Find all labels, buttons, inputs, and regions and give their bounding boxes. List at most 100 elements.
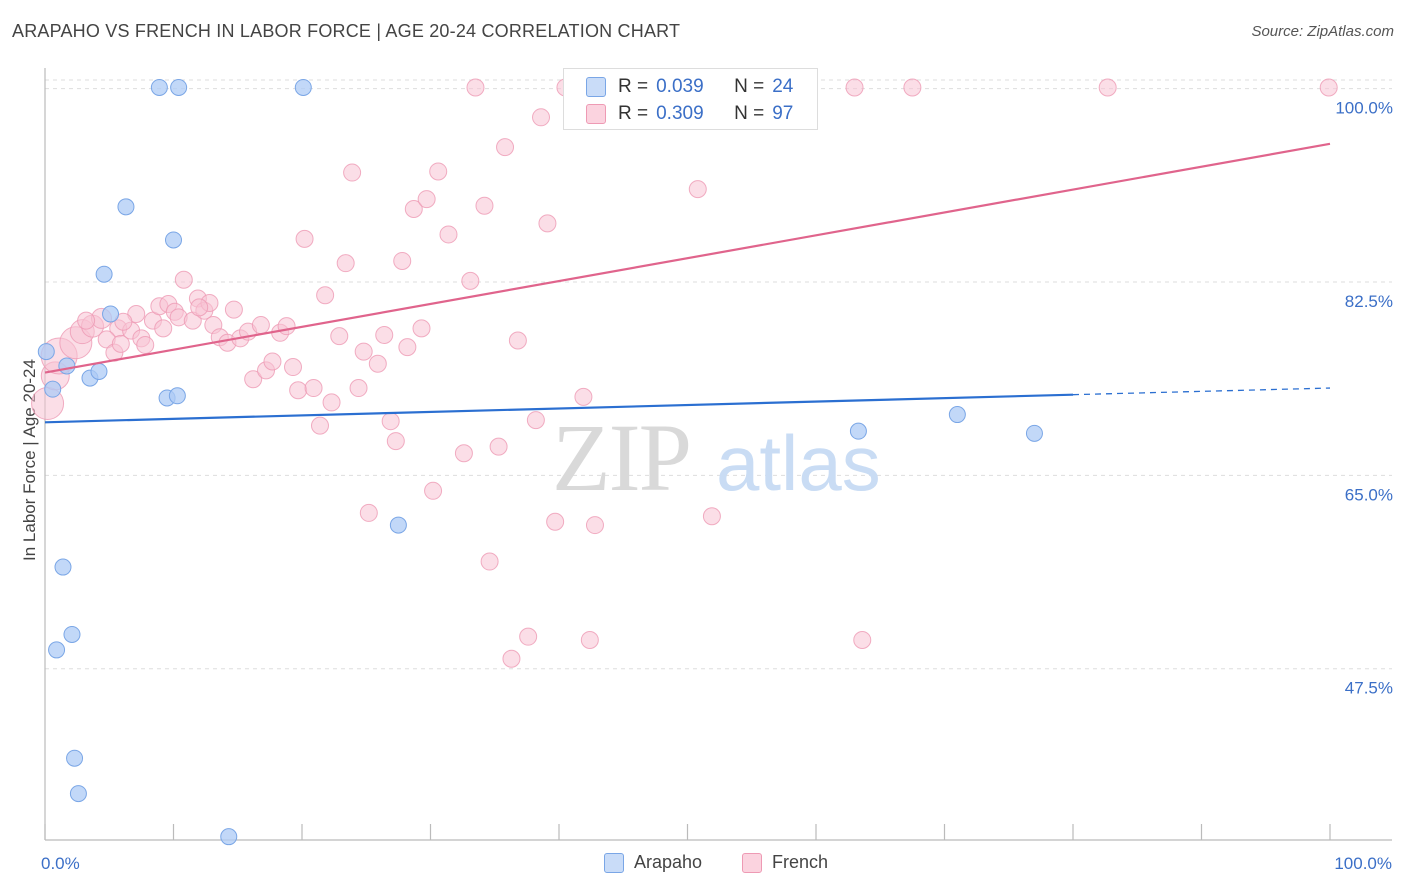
french-point [381,412,400,431]
french-point [489,437,508,456]
french-point [304,379,323,398]
arapaho-point [165,231,182,249]
arapaho-point [37,343,55,361]
y-tick-label: 65.0% [1345,485,1393,504]
french-point [496,138,515,157]
french-point [310,416,329,435]
french-point [375,325,394,344]
arapaho-point [44,380,62,398]
arapaho-point [168,387,186,405]
french-point [702,507,721,526]
french-point [475,196,494,215]
french-point [284,358,303,377]
french-point [224,300,243,319]
french-point [688,180,707,199]
arapaho-trend-extension [1072,387,1331,396]
legend-item-french: French [742,852,828,873]
arapaho-trend-line [44,393,1074,424]
n-label: N = [734,103,765,124]
arapaho-point [95,265,113,283]
arapaho-point [69,785,87,803]
r-value: 0.039 [656,76,704,97]
french-points [31,78,1338,668]
x-tick-label: 0.0% [41,854,80,873]
legend-label-arapaho: Arapaho [634,852,703,872]
arapaho-point [1025,424,1043,442]
french-point [585,516,604,535]
french-point [429,162,448,181]
arapaho-point [48,641,66,659]
french-point [359,503,378,522]
french-point [343,163,362,182]
arapaho-point [170,78,188,96]
stats-row-french: R = 0.309 N = 97 [586,101,793,127]
french-point [532,108,551,127]
y-tick-label: 82.5% [1345,292,1393,311]
arapaho-point [150,78,168,96]
french-point [1098,78,1117,97]
french-point [277,317,296,336]
french-point [903,78,922,97]
french-point [295,229,314,248]
source-label: Source: ZipAtlas.com [1251,23,1394,40]
arapaho-point [117,198,135,216]
french-point [454,444,473,463]
tick-labels: 100.0% 82.5% 65.0% 47.5% 0.0% 100.0% [41,99,1393,873]
french-point [538,214,557,233]
french-point [466,78,485,97]
french-point [526,411,545,430]
legend-label-french: French [772,852,829,872]
legend-item-arapaho: Arapaho [604,852,702,873]
french-point [190,298,209,317]
arapaho-point [102,305,120,323]
bottom-legend: Arapaho French [0,852,1406,878]
french-point [154,319,173,338]
french-point [322,393,341,412]
arapaho-point [58,357,76,375]
r-label: R = [618,76,649,97]
chart-title: ARAPAHO VS FRENCH IN LABOR FORCE | AGE 2… [12,21,681,41]
watermark-zip: ZIP [552,404,690,511]
french-swatch [586,104,606,124]
french-point [502,649,521,668]
axes [44,68,1392,841]
stats-legend: R = 0.039 N = 24 R = 0.309 N = 97 [563,68,818,130]
r-value: 0.309 [656,103,704,124]
y-tick-label: 100.0% [1335,99,1393,118]
french-legend-swatch [742,852,762,873]
arapaho-point [294,78,312,96]
french-point [174,270,193,289]
french-point [412,319,431,338]
french-point [424,481,443,500]
arapaho-swatch [586,77,606,97]
french-point [398,338,417,357]
n-label: N = [734,76,765,97]
french-point [853,630,872,649]
arapaho-point [389,516,407,534]
french-point [354,342,373,361]
french-point [574,387,593,406]
x-tick-label: 100.0% [1334,854,1392,873]
french-point [114,312,133,331]
y-tick-label: 47.5% [1345,679,1393,698]
french-point [845,78,864,97]
french-point [480,552,499,571]
french-point [336,254,355,273]
arapaho-point [849,422,867,440]
arapaho-points [37,78,1043,846]
french-point [136,335,155,354]
french-point [386,432,405,451]
n-value: 97 [772,103,794,124]
french-point [77,311,96,330]
french-point [546,512,565,531]
french-point [580,630,599,649]
stats-row-arapaho: R = 0.039 N = 24 [586,74,793,100]
n-value: 24 [772,76,794,97]
arapaho-point [63,625,81,643]
french-point [289,381,308,400]
french-point [404,200,423,219]
french-point [368,354,387,373]
r-label: R = [618,103,649,124]
french-point [263,352,282,371]
